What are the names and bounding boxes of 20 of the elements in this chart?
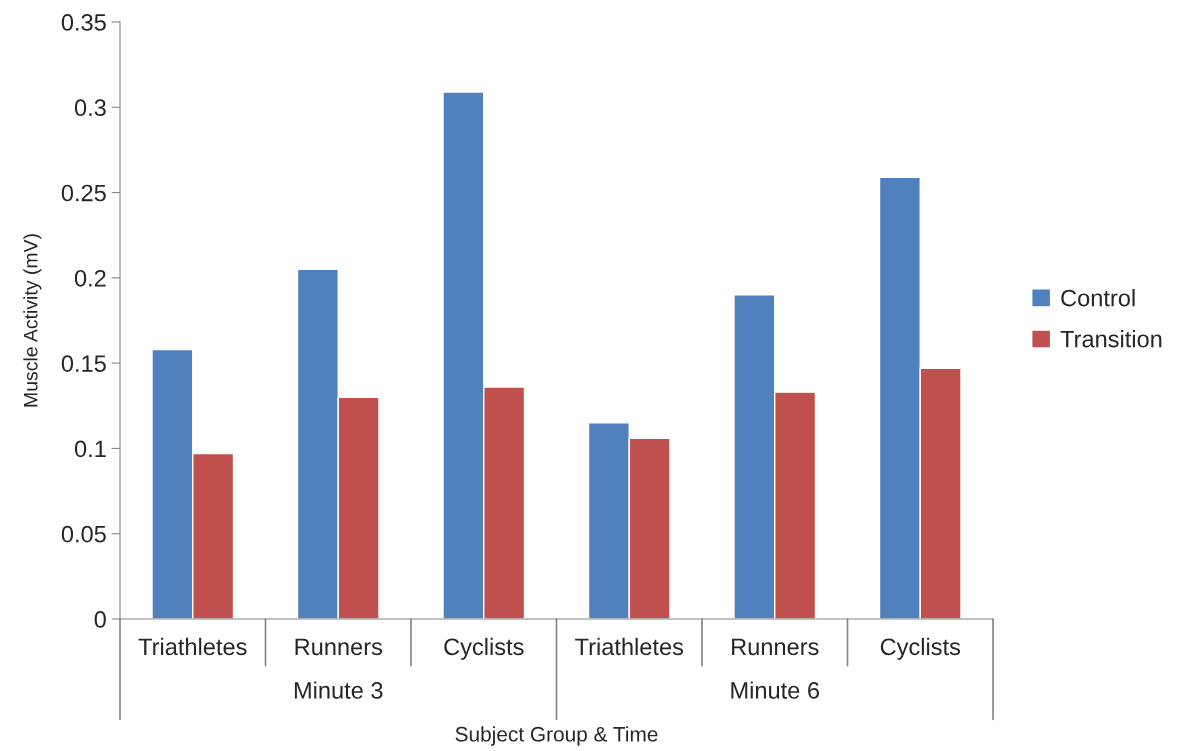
y-tick-label: 0.35 xyxy=(61,14,106,31)
y-tick-label: 0.15 xyxy=(61,355,106,372)
x-tick-label: Runners xyxy=(295,638,383,656)
y-tick-label: 0.1 xyxy=(74,440,106,458)
y-tick-label: 0.3 xyxy=(74,99,106,117)
x-tick-label: Runners xyxy=(732,638,819,656)
x-tick-label: Triathletes xyxy=(575,637,684,656)
y-tick-label: 0.05 xyxy=(61,525,106,543)
x-axis-title: Subject Group & Time xyxy=(455,726,658,746)
text: Minute 3 xyxy=(294,681,383,699)
y-tick-label: 0.25 xyxy=(61,184,106,202)
legend-label: Control xyxy=(1061,289,1135,307)
x-tick-label: Cyclists xyxy=(880,637,961,660)
legend-label: Transition xyxy=(1060,330,1162,348)
x-tick-label: Triathletes xyxy=(138,637,247,656)
y-axis-title: Muscle Activity (mV) xyxy=(23,234,42,407)
x-tick-label: Cyclists xyxy=(444,637,524,660)
text: Minute 6 xyxy=(731,681,819,699)
y-tick-label: 0.2 xyxy=(74,269,106,287)
y-tick-label: 0 xyxy=(94,611,106,628)
